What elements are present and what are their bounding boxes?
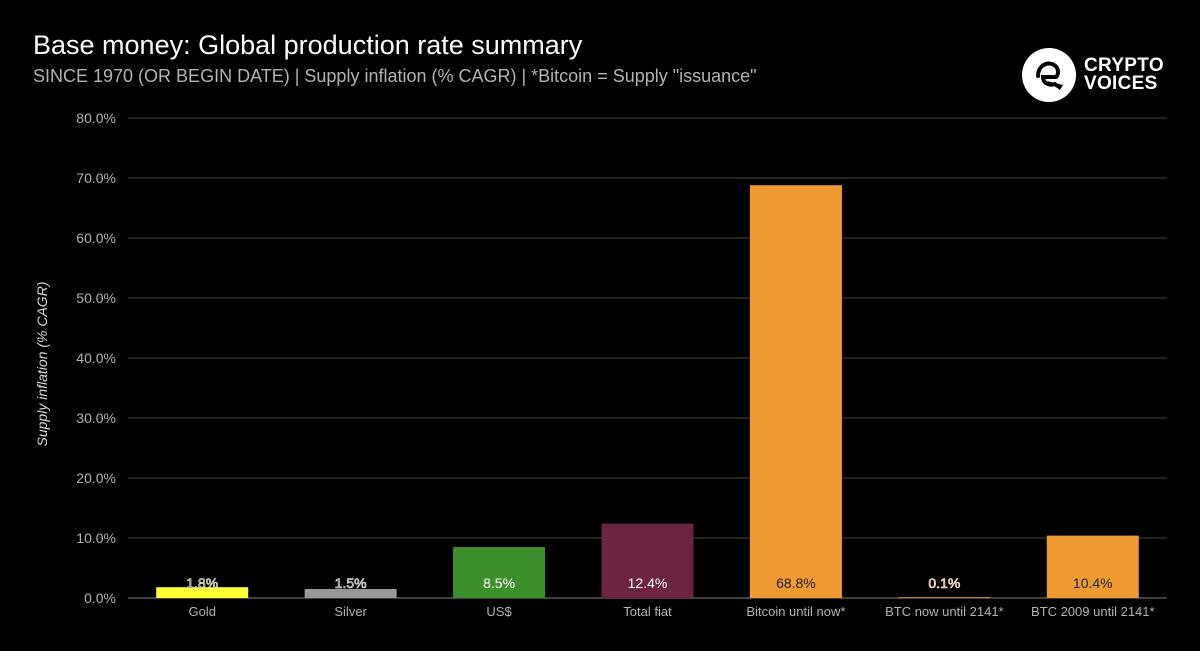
data-label: 10.4% — [1073, 575, 1113, 591]
data-label: 1.8% — [186, 575, 218, 591]
x-tick-label: Total fiat — [623, 604, 672, 619]
bar — [601, 523, 694, 598]
y-tick-label: 70.0% — [76, 170, 116, 186]
bar — [898, 597, 991, 598]
bar — [749, 185, 842, 598]
y-tick-label: 60.0% — [76, 230, 116, 246]
data-label: 0.1% — [928, 575, 960, 591]
bar — [156, 587, 249, 598]
y-tick-label: 20.0% — [76, 470, 116, 486]
y-tick-label: 10.0% — [76, 530, 116, 546]
crypto-voices-logo: CRYPTO VOICES — [1022, 48, 1164, 102]
y-tick-label: 80.0% — [76, 110, 116, 126]
bar — [1046, 535, 1139, 598]
data-label: 68.8% — [776, 575, 816, 591]
x-tick-label: Bitcoin until now* — [746, 604, 845, 619]
x-tick-label: Silver — [334, 604, 367, 619]
data-label: 1.5% — [335, 575, 367, 591]
y-tick-label: 50.0% — [76, 290, 116, 306]
x-tick-label: BTC 2009 until 2141* — [1031, 604, 1155, 619]
x-tick-label: BTC now until 2141* — [885, 604, 1004, 619]
y-tick-label: 0.0% — [84, 590, 116, 606]
y-tick-label: 30.0% — [76, 410, 116, 426]
chart-subtitle: SINCE 1970 (OR BEGIN DATE) | Supply infl… — [33, 66, 757, 86]
logo-wordmark: CRYPTO VOICES — [1084, 55, 1164, 94]
logo-line-2: VOICES — [1084, 73, 1158, 94]
x-tick-label: US$ — [486, 604, 512, 619]
chart-title: Base money: Global production rate summa… — [33, 30, 583, 60]
bar — [453, 547, 546, 598]
y-tick-label: 40.0% — [76, 350, 116, 366]
logo-line-1: CRYPTO — [1084, 55, 1164, 76]
x-tick-label: Gold — [188, 604, 215, 619]
data-label: 12.4% — [628, 575, 668, 591]
bar — [304, 589, 397, 598]
data-label: 8.5% — [483, 575, 515, 591]
logo-mark-icon — [1022, 48, 1076, 102]
